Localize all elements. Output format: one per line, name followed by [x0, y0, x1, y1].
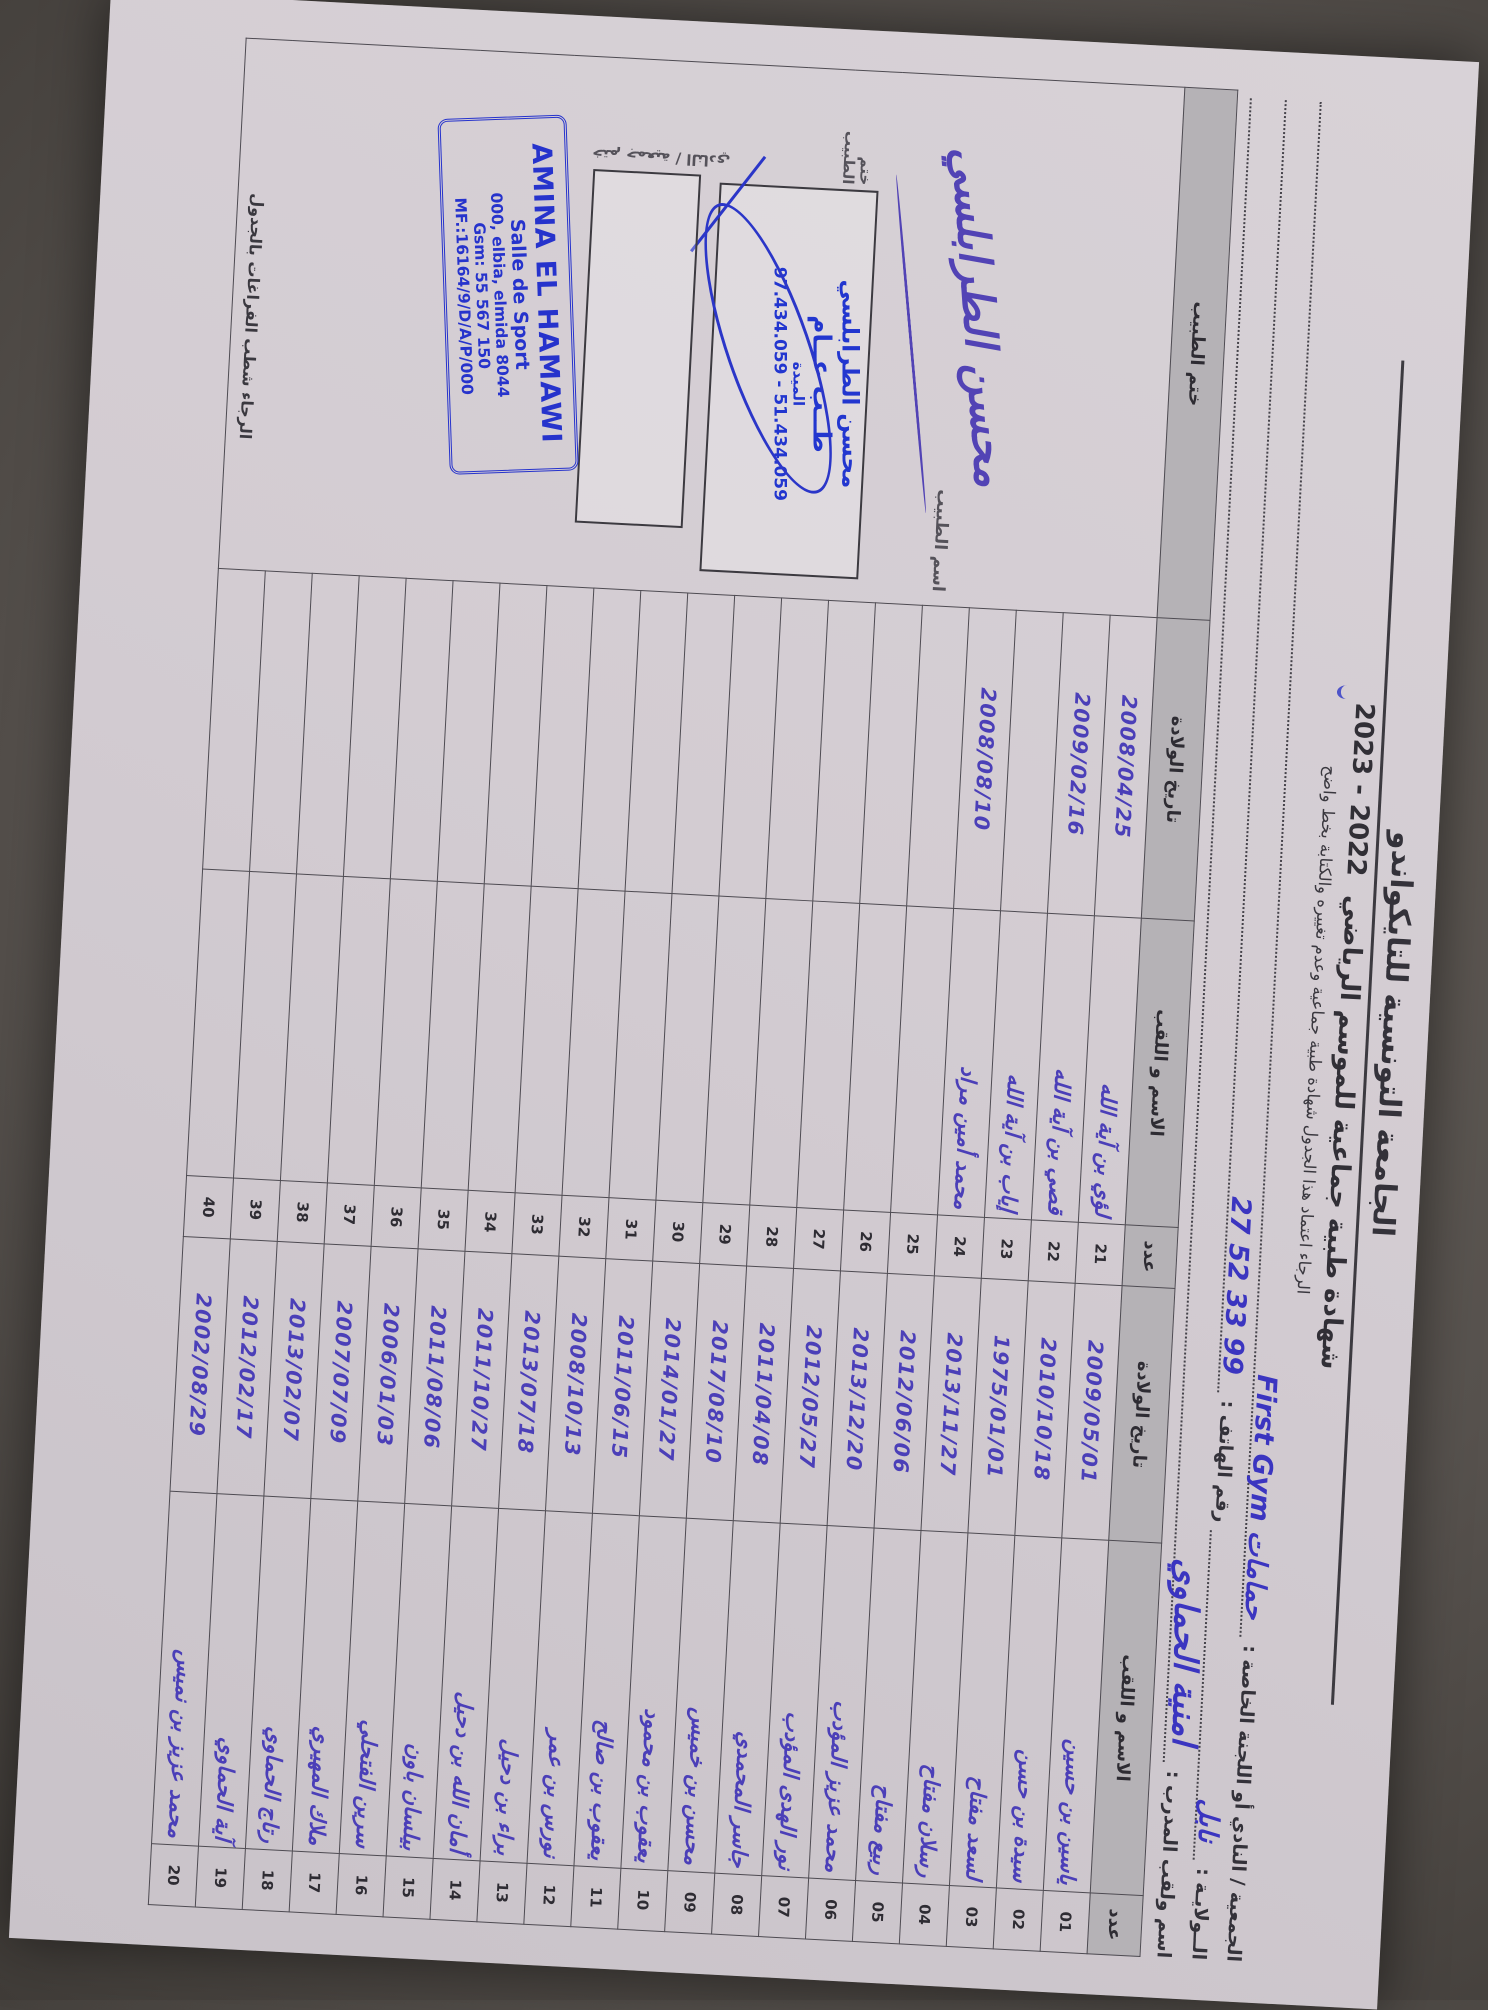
season-years: 2023 - 2022 — [1340, 702, 1379, 877]
phone-label: رقم الهاتف : — [1210, 1400, 1238, 1523]
entry-number: 12 — [524, 1863, 574, 1927]
entry-number: 21 — [1075, 1222, 1125, 1286]
entry-number: 23 — [981, 1217, 1031, 1281]
doctor-stamp-name: محسن الطرابلسي — [836, 229, 862, 539]
entry-number: 06 — [805, 1878, 855, 1942]
header-num-left: عدد — [1122, 1225, 1178, 1289]
entry-number: 13 — [477, 1861, 527, 1925]
doctor-name-handwritten: محسن الطرابلسي — [941, 145, 1016, 489]
entry-number: 34 — [465, 1190, 515, 1254]
coach-label: اسم ولقب المدرب : — [1152, 1770, 1184, 1959]
entry-number: 09 — [665, 1870, 715, 1934]
entry-number: 18 — [242, 1848, 292, 1912]
entry-number: 28 — [747, 1205, 797, 1269]
entry-number: 36 — [371, 1185, 421, 1249]
document-content: الجامعة التونسية للتايكواندو شهادة طبية … — [37, 32, 1459, 1969]
entry-number: 33 — [512, 1193, 562, 1257]
club-label: الجمعية / النادي أو اللجنة الخاصة : — [1222, 1645, 1261, 1963]
entry-number: 22 — [1028, 1220, 1078, 1284]
entry-number: 11 — [571, 1866, 621, 1930]
state-label: الــولايـة : — [1187, 1868, 1214, 1961]
entry-number: 02 — [993, 1888, 1043, 1952]
roster-table: عدد الاسم و اللقب تاريخ الولادة عدد الاس… — [148, 38, 1239, 1957]
entry-number: 32 — [559, 1195, 609, 1259]
document-page: الجامعة التونسية للتايكواندو شهادة طبية … — [9, 0, 1479, 2010]
entry-number: 16 — [336, 1853, 386, 1917]
entry-number: 01 — [1040, 1890, 1090, 1954]
entry-number: 37 — [324, 1183, 374, 1247]
entry-number: 30 — [653, 1200, 703, 1264]
phone-handwritten-value: 27 52 33 99 — [1216, 1196, 1256, 1376]
entry-number: 19 — [195, 1846, 245, 1910]
entry-number: 35 — [418, 1188, 468, 1252]
entry-number: 25 — [887, 1212, 937, 1276]
entry-number: 03 — [946, 1885, 996, 1949]
doctor-stamp-box-label: ختم الطبيب — [839, 164, 874, 186]
entry-number: 05 — [852, 1880, 902, 1944]
header-num-right: عدد — [1087, 1893, 1143, 1957]
club-handwritten-value: First Gym حمامات — [1238, 1374, 1282, 1621]
club-stamp: AMINA EL HAMAWI Salle de Sport 000, elbi… — [437, 115, 578, 475]
entry-number: 24 — [934, 1215, 984, 1279]
entry-number: 20 — [148, 1843, 198, 1907]
state-handwritten-value: نابل — [1192, 1798, 1225, 1843]
entry-number: 14 — [430, 1858, 480, 1922]
coach-handwritten-value: امنية الحماوي — [1165, 1558, 1207, 1746]
footer-note: الرجاء شطب الفراغات بالجدول — [236, 193, 268, 440]
entry-number: 39 — [230, 1178, 280, 1242]
entry-number: 07 — [759, 1875, 809, 1939]
doctor-name-underline — [895, 175, 928, 514]
entry-number: 08 — [712, 1873, 762, 1937]
entry-number: 38 — [277, 1180, 327, 1244]
club-stamp-box — [575, 169, 701, 528]
club-stamp-box-label: ختم جمعية / النادي — [592, 145, 731, 170]
entry-number: 31 — [606, 1198, 656, 1262]
entry-number: 17 — [289, 1851, 339, 1915]
doctor-stamp-column: اسم الطبيب محسن الطرابلسي ختم الطبيب محس… — [218, 38, 1185, 618]
entry-number: 40 — [183, 1175, 233, 1239]
doctor-name-label: اسم الطبيب — [928, 489, 953, 592]
entry-number: 26 — [840, 1210, 890, 1274]
entry-number: 27 — [794, 1207, 844, 1271]
entry-number: 15 — [383, 1856, 433, 1920]
entry-number: 04 — [899, 1883, 949, 1947]
entry-number: 10 — [618, 1868, 668, 1932]
ink-scribble — [1337, 685, 1357, 699]
entry-number: 29 — [700, 1202, 750, 1266]
